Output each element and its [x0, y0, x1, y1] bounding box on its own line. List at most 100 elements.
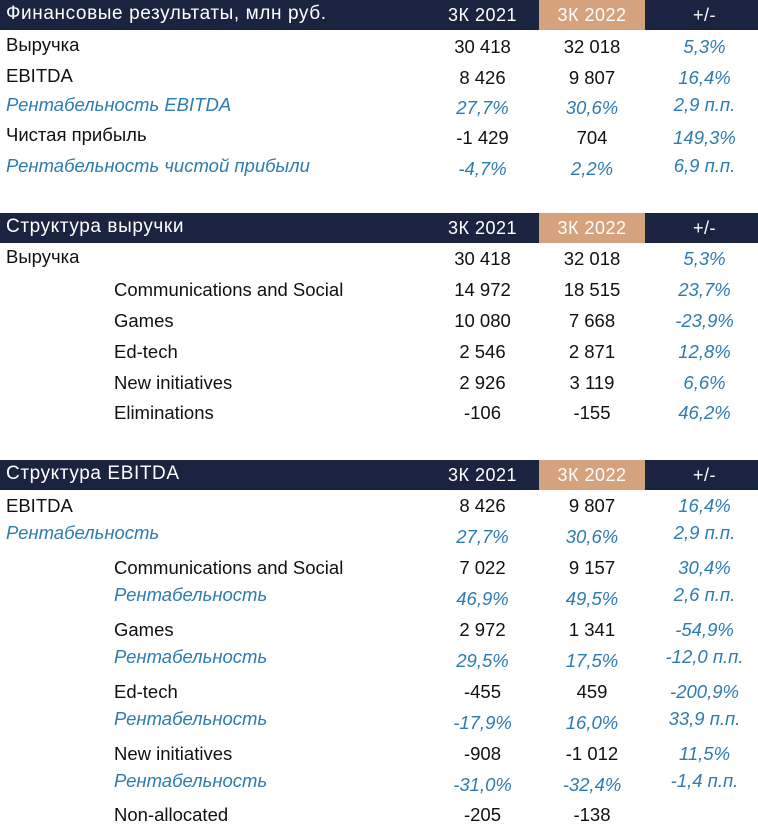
value-3q2021: 30 418: [454, 36, 511, 57]
table-row: Ed-tech -455 459 -200,9%: [0, 681, 758, 709]
column-header-change: +/-: [692, 5, 716, 25]
revenue-structure-header: Структура выручки 3К 2021 3К 2022 +/-: [0, 213, 758, 243]
value-3q2022: 3 119: [569, 372, 615, 393]
value-change: 16,4%: [678, 495, 731, 516]
value-3q2022: 2,2%: [570, 158, 614, 179]
financial-results-header: Финансовые результаты, млн руб. 3К 2021 …: [0, 0, 758, 30]
column-header-3q2022: 3К 2022: [539, 213, 645, 243]
table-row: EBITDA 8 426 9 807 16,4%: [0, 65, 758, 93]
row-label: Ed-tech: [114, 341, 178, 362]
row-label: Рентабельность: [6, 522, 160, 543]
value-3q2021: 2 546: [459, 341, 506, 362]
value-3q2021: 7 022: [459, 557, 506, 578]
value-3q2021: -31,0%: [453, 774, 512, 795]
value-3q2022: 32 018: [563, 36, 621, 57]
row-label: EBITDA: [6, 65, 73, 86]
value-3q2021: 30 418: [454, 248, 511, 269]
value-change: -1,4 п.п.: [670, 770, 739, 791]
value-3q2022: 32 018: [563, 248, 621, 269]
table-row: Чистая прибыль -1 429 704 149,3%: [0, 124, 758, 152]
value-3q2021: -1 429: [456, 127, 509, 148]
row-label: New initiatives: [114, 372, 233, 393]
value-change: 16,4%: [678, 67, 731, 88]
value-3q2022: -32,4%: [562, 774, 622, 795]
row-label: Games: [114, 310, 174, 331]
value-3q2021: 8 426: [459, 495, 506, 516]
value-3q2022: 7 668: [568, 310, 616, 331]
row-label: Eliminations: [114, 402, 214, 423]
column-header-change: +/-: [692, 218, 716, 238]
row-label: Выручка: [6, 246, 80, 267]
value-3q2021: -4,7%: [458, 158, 507, 179]
table-title: Структура EBITDA: [6, 463, 180, 484]
value-change: 23,7%: [678, 279, 731, 300]
value-3q2021: -908: [463, 743, 502, 764]
value-3q2021: 2 926: [459, 372, 506, 393]
row-label: Рентабельность: [114, 770, 268, 791]
table-row: Eliminations -106 -155 46,2%: [0, 402, 758, 430]
value-change: 11,5%: [678, 743, 731, 764]
value-change: 6,9 п.п.: [673, 155, 736, 176]
value-change: -23,9%: [675, 310, 734, 331]
value-change: 5,3%: [683, 36, 726, 57]
table-row: Рентабельность -31,0% -32,4% -1,4 п.п.: [0, 770, 758, 798]
row-label: Рентабельность EBITDA: [6, 94, 232, 115]
table-row: Non-allocated -205 -138: [0, 804, 758, 832]
row-label: EBITDA: [6, 495, 73, 516]
row-label: Рентабельность чистой прибыли: [6, 155, 310, 176]
value-change: 6,6%: [683, 372, 726, 393]
row-label: Communications and Social: [114, 557, 344, 578]
value-3q2022: 49,5%: [565, 588, 619, 609]
value-3q2022: -155: [573, 402, 611, 423]
column-header-3q2021: 3К 2021: [447, 218, 518, 238]
table-row: Games 10 080 7 668 -23,9%: [0, 310, 758, 338]
column-header-3q2021: 3К 2021: [447, 5, 518, 25]
value-3q2021: 29,5%: [456, 650, 509, 671]
value-change: -12,0 п.п.: [665, 646, 744, 667]
value-change: -200,9%: [670, 681, 739, 702]
value-3q2022: -138: [573, 804, 611, 825]
value-change: 149,3%: [673, 127, 736, 148]
table-row: New initiatives 2 926 3 119 6,6%: [0, 372, 758, 400]
value-3q2021: -17,9%: [453, 712, 512, 733]
value-3q2022: 9 157: [568, 557, 616, 578]
value-change: -54,9%: [675, 619, 734, 640]
value-3q2022: 18 515: [563, 279, 621, 300]
value-3q2022: 16,0%: [565, 712, 619, 733]
value-3q2022: 1 341: [568, 619, 616, 640]
table-row: Выручка 30 418 32 018 5,3%: [0, 246, 758, 274]
value-3q2022: 459: [576, 681, 608, 702]
value-change: 12,8%: [678, 341, 731, 362]
value-3q2021: 10 080: [454, 310, 511, 331]
column-header-change: +/-: [692, 465, 716, 485]
table-row: Рентабельность 29,5% 17,5% -12,0 п.п.: [0, 646, 758, 674]
table-title: Финансовые результаты, млн руб.: [6, 3, 327, 24]
row-label: Рентабельность: [114, 646, 268, 667]
value-3q2022: -1 012: [565, 743, 619, 764]
table-row: Рентабельность 27,7% 30,6% 2,9 п.п.: [0, 522, 758, 550]
row-label: Выручка: [6, 34, 80, 55]
table-row: EBITDA 8 426 9 807 16,4%: [0, 495, 758, 523]
row-label: Чистая прибыль: [6, 124, 147, 145]
table-row: Рентабельность 46,9% 49,5% 2,6 п.п.: [0, 584, 758, 612]
value-3q2021: -455: [463, 681, 502, 702]
value-3q2021: -205: [463, 804, 502, 825]
value-change: 30,4%: [678, 557, 731, 578]
value-3q2021: 14 972: [454, 279, 511, 300]
table-row: Рентабельность -17,9% 16,0% 33,9 п.п.: [0, 708, 758, 736]
value-3q2022: 17,5%: [565, 650, 619, 671]
table-row: Communications and Social 7 022 9 157 30…: [0, 557, 758, 585]
value-3q2022: 2 871: [568, 341, 616, 362]
value-3q2022: 9 807: [568, 495, 616, 516]
table-row: Ed-tech 2 546 2 871 12,8%: [0, 341, 758, 369]
row-label: New initiatives: [114, 743, 233, 764]
value-3q2022: 30,6%: [565, 97, 619, 118]
table-row: Рентабельность чистой прибыли -4,7% 2,2%…: [0, 155, 758, 183]
value-change: 5,3%: [683, 248, 726, 269]
table-row: Games 2 972 1 341 -54,9%: [0, 619, 758, 647]
table-title: Структура выручки: [6, 216, 185, 237]
column-header-3q2022: 3К 2022: [539, 460, 645, 490]
row-label: Рентабельность: [114, 584, 268, 605]
table-row: Выручка 30 418 32 018 5,3%: [0, 34, 758, 62]
ebitda-structure-header: Структура EBITDA 3К 2021 3К 2022 +/-: [0, 460, 758, 490]
